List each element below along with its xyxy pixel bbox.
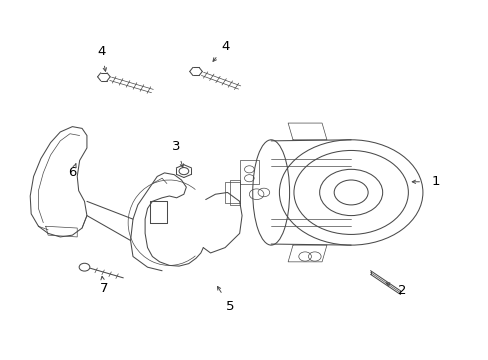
Text: 3: 3 <box>172 140 181 153</box>
Text: 4: 4 <box>221 40 229 53</box>
Text: 6: 6 <box>68 166 77 179</box>
Text: 5: 5 <box>225 300 234 313</box>
Text: 1: 1 <box>431 175 439 188</box>
Text: 2: 2 <box>397 284 406 297</box>
Text: 4: 4 <box>97 45 105 58</box>
Text: 7: 7 <box>100 282 108 295</box>
